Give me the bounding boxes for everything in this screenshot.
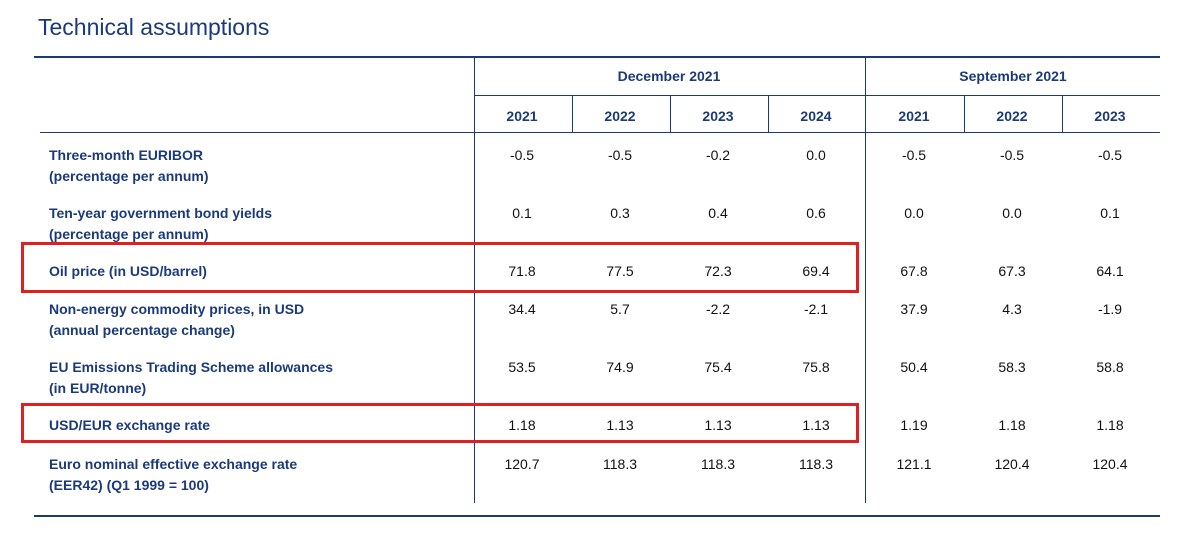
- year-header: 2021: [898, 108, 930, 124]
- table-cell: 64.1: [1096, 263, 1124, 279]
- year-header: 2023: [1094, 108, 1126, 124]
- table-cell: -1.9: [1097, 301, 1123, 317]
- table-cell: 77.5: [606, 263, 634, 279]
- table-cell: 1.18: [1096, 417, 1124, 433]
- table-cell: 1.13: [802, 417, 830, 433]
- table-cell: -2.1: [803, 301, 829, 317]
- year-header: 2022: [604, 108, 636, 124]
- table-cell: 53.5: [508, 359, 536, 375]
- row-label-line: Oil price (in USD/barrel): [49, 263, 207, 279]
- table-cell: 118.3: [603, 456, 637, 472]
- row-label-line: EU Emissions Trading Scheme allowances: [49, 359, 333, 375]
- table-cell: 58.3: [998, 359, 1026, 375]
- table-cell: -2.2: [705, 301, 731, 317]
- year-header: 2021: [506, 108, 538, 124]
- row-label-line: Ten-year government bond yields: [49, 205, 273, 221]
- table-cell: 118.3: [799, 456, 833, 472]
- table-cell: 1.18: [508, 417, 536, 433]
- table-cell: 71.8: [508, 263, 536, 279]
- table-cell: 0.6: [806, 205, 826, 221]
- row-label-line: (percentage per annum): [49, 226, 209, 242]
- table-cell: 0.0: [904, 205, 924, 221]
- table-cell: 69.4: [802, 263, 830, 279]
- table-cell: 121.1: [896, 456, 932, 472]
- row-label: USD/EUR exchange rate: [49, 415, 469, 436]
- table-cell: -0.2: [705, 147, 731, 163]
- year-divider: [572, 96, 573, 132]
- table-cell: 67.3: [998, 263, 1026, 279]
- row-label: Ten-year government bond yields (percenta…: [49, 203, 469, 245]
- bottom-rule: [34, 515, 1160, 517]
- table-cell: 75.8: [802, 359, 830, 375]
- group-label-september-2021: September 2021: [959, 68, 1067, 84]
- table-cell: -0.5: [901, 147, 927, 163]
- divider-groups: [865, 56, 866, 503]
- table-cell: 118.3: [701, 456, 735, 472]
- year-header: 2023: [702, 108, 734, 124]
- table-cell: 0.1: [512, 205, 532, 221]
- row-label: Oil price (in USD/barrel): [49, 261, 469, 282]
- header-underline: [40, 132, 1160, 133]
- table-cell: 74.9: [606, 359, 634, 375]
- divider-left: [474, 56, 475, 503]
- table-cell: 50.4: [900, 359, 928, 375]
- year-header: 2022: [996, 108, 1028, 124]
- highlight-box: [21, 403, 859, 443]
- group-label-december-2021: December 2021: [617, 68, 721, 84]
- table-cell: 72.3: [704, 263, 732, 279]
- row-label-line: (annual percentage change): [49, 322, 235, 338]
- table-cell: 0.1: [1100, 205, 1120, 221]
- table-cell: 34.4: [508, 301, 536, 317]
- table-cell: 5.7: [610, 301, 630, 317]
- table-cell: 67.8: [900, 263, 928, 279]
- table-cell: 0.0: [806, 147, 826, 163]
- group-underline: [474, 95, 1160, 96]
- row-label: Non-energy commodity prices, in USD (annu…: [49, 299, 469, 341]
- table-cell: 1.13: [704, 417, 732, 433]
- row-label-line: (in EUR/tonne): [49, 380, 147, 396]
- table-cell: 1.19: [900, 417, 928, 433]
- top-rule: [34, 56, 1160, 58]
- row-label-line: (percentage per annum): [49, 168, 209, 184]
- page-title: Technical assumptions: [38, 14, 270, 40]
- highlight-box: [21, 242, 859, 293]
- table-cell: 120.7: [504, 456, 540, 472]
- table-cell: -0.5: [607, 147, 633, 163]
- table-cell: 75.4: [704, 359, 732, 375]
- table-cell: -0.5: [1097, 147, 1123, 163]
- year-header: 2024: [800, 108, 832, 124]
- year-divider: [670, 96, 671, 132]
- row-label: Three-month EURIBOR (percentage per annum…: [49, 145, 469, 187]
- table-cell: -0.5: [999, 147, 1025, 163]
- row-label: Euro nominal effective exchange rate (EER…: [49, 454, 469, 496]
- row-label-line: (EER42) (Q1 1999 = 100): [49, 477, 209, 493]
- year-divider: [768, 96, 769, 132]
- table-cell: 58.8: [1096, 359, 1124, 375]
- table-cell: -0.5: [509, 147, 535, 163]
- table-cell: 1.13: [606, 417, 634, 433]
- year-divider: [964, 96, 965, 132]
- row-label-line: Euro nominal effective exchange rate: [49, 456, 298, 472]
- table-cell: 0.3: [610, 205, 630, 221]
- table-cell: 120.4: [994, 456, 1030, 472]
- year-divider: [1062, 96, 1063, 132]
- table-cell: 0.0: [1002, 205, 1022, 221]
- table-cell: 37.9: [900, 301, 928, 317]
- table-cell: 4.3: [1002, 301, 1022, 317]
- table-cell: 0.4: [708, 205, 728, 221]
- row-label: EU Emissions Trading Scheme allowances (i…: [49, 357, 469, 399]
- row-label-line: USD/EUR exchange rate: [49, 417, 211, 433]
- table-cell: 1.18: [998, 417, 1026, 433]
- row-label-line: Non-energy commodity prices, in USD: [49, 301, 305, 317]
- table-cell: 120.4: [1092, 456, 1128, 472]
- row-label-line: Three-month EURIBOR: [49, 147, 203, 163]
